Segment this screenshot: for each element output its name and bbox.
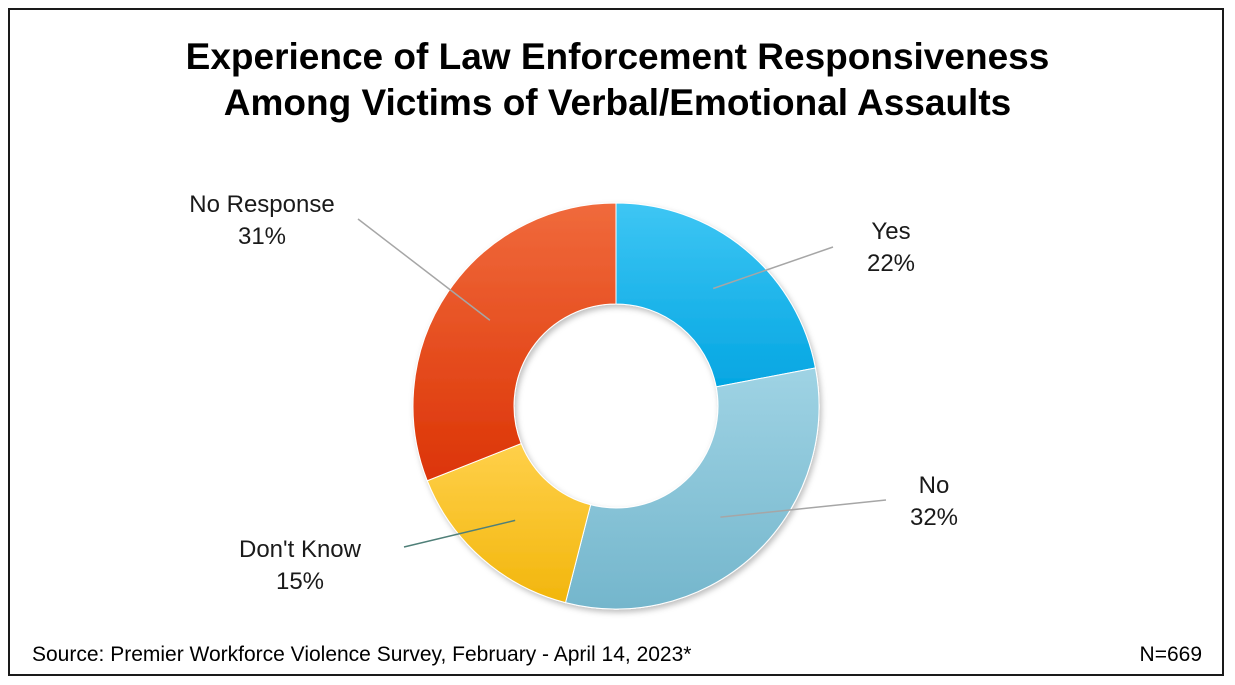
value-label-no-response: 31%: [238, 223, 286, 250]
label-yes: Yes: [871, 218, 910, 245]
slice-no: [564, 367, 820, 610]
value-label-no: 32%: [910, 504, 958, 531]
label-no-response: No Response: [189, 191, 334, 218]
value-label-don-t-know: 15%: [276, 568, 324, 595]
leader-line-no: [720, 499, 887, 518]
chart-title-line-1: Experience of Law Enforcement Responsive…: [185, 36, 1050, 77]
leader-line-don-t-know: [403, 519, 516, 548]
source-note: Source: Premier Workforce Violence Surve…: [32, 643, 692, 666]
sample-size: N=669: [1139, 643, 1202, 666]
slice-yes: [615, 202, 816, 388]
value-label-yes: 22%: [867, 250, 915, 277]
leader-line-no-response: [357, 218, 491, 321]
label-no: No: [919, 472, 950, 499]
leader-line-yes: [712, 246, 834, 290]
slice-don-t-know: [426, 442, 592, 604]
label-don-t-know: Don't Know: [239, 536, 362, 563]
slice-no-response: [412, 202, 617, 482]
chart-title-line-2: Among Victims of Verbal/Emotional Assaul…: [223, 82, 1012, 123]
chart-title: Experience of Law Enforcement Responsive…: [0, 34, 1235, 126]
